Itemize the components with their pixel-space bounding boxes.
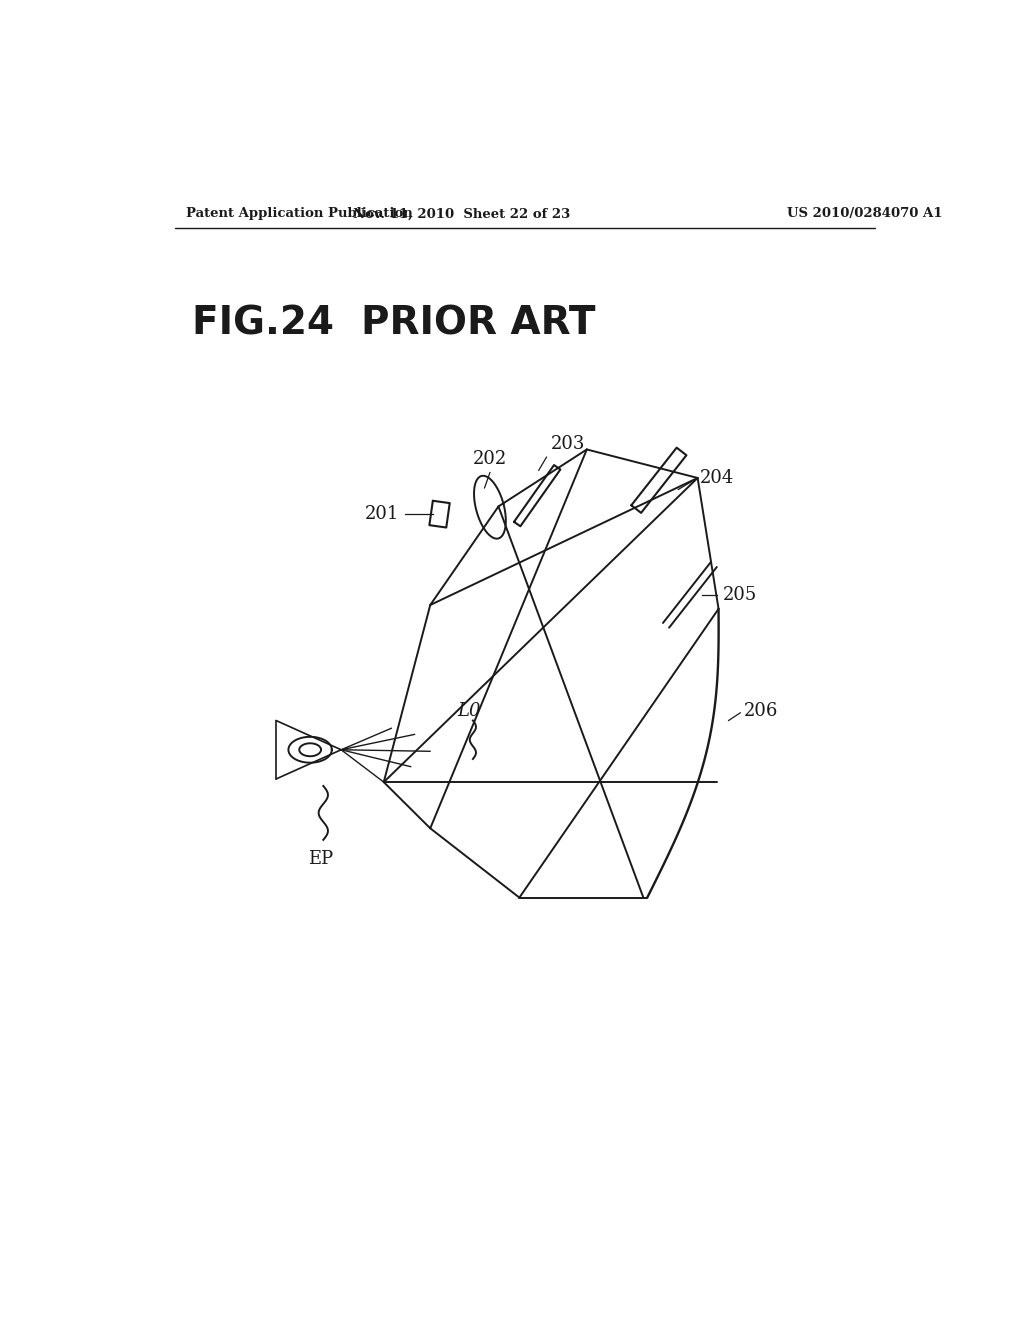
Text: 206: 206 bbox=[744, 702, 778, 721]
Text: EP: EP bbox=[307, 850, 333, 867]
Text: Nov. 11, 2010  Sheet 22 of 23: Nov. 11, 2010 Sheet 22 of 23 bbox=[352, 207, 570, 220]
Text: 205: 205 bbox=[723, 586, 758, 605]
Text: 201: 201 bbox=[365, 506, 399, 523]
Text: 203: 203 bbox=[550, 434, 585, 453]
Text: 202: 202 bbox=[473, 450, 507, 469]
Text: 204: 204 bbox=[700, 469, 734, 487]
Text: Patent Application Publication: Patent Application Publication bbox=[186, 207, 413, 220]
Text: L0: L0 bbox=[458, 702, 481, 721]
Text: FIG.24  PRIOR ART: FIG.24 PRIOR ART bbox=[191, 305, 595, 343]
Text: US 2010/0284070 A1: US 2010/0284070 A1 bbox=[786, 207, 942, 220]
